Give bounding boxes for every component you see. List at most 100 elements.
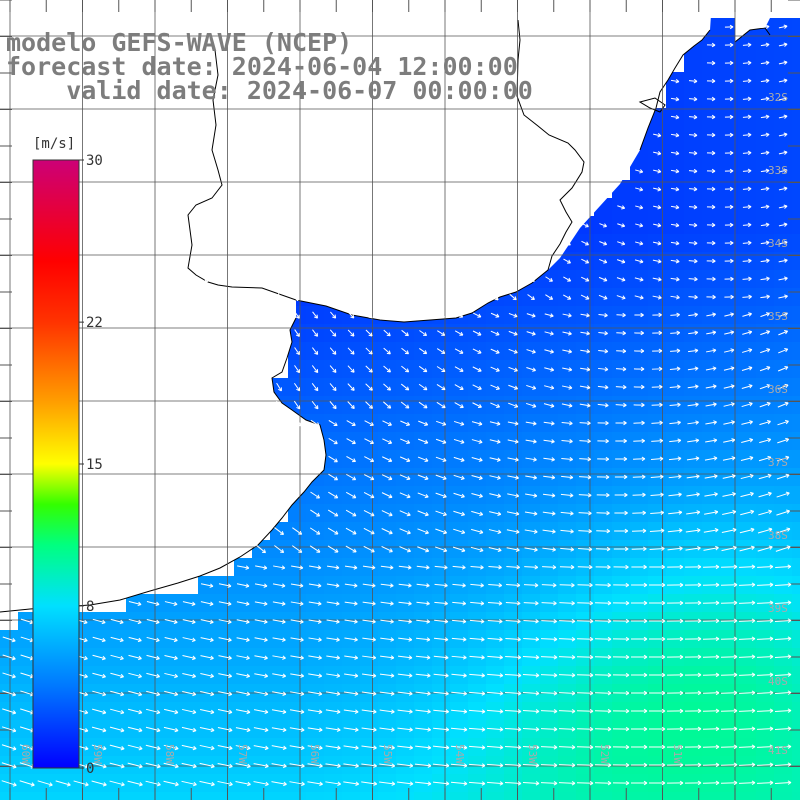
latitude-label: 36S [768, 383, 788, 396]
wind-cell [54, 792, 73, 800]
wind-cell [126, 792, 145, 800]
longitude-label: 52W [598, 744, 611, 764]
wind-cell [342, 792, 361, 800]
wind-cell [792, 558, 800, 577]
wind-cell [630, 792, 649, 800]
wind-cell [792, 234, 800, 253]
wind-cell [324, 792, 343, 800]
wind-cell [792, 522, 800, 541]
wind-cell [540, 792, 559, 800]
wind-cell [792, 108, 800, 127]
colorbar-tick-label: 30 [86, 153, 103, 169]
longitude-label: 53W [526, 744, 539, 764]
wind-cell [792, 144, 800, 163]
colorbar-tick-label: 8 [86, 599, 94, 615]
wind-cell [792, 792, 800, 800]
wind-cell [684, 792, 703, 800]
latitude-label: 40S [768, 675, 788, 688]
wind-cell [792, 666, 800, 685]
wind-cell [666, 792, 685, 800]
wind-cell [792, 630, 800, 649]
wind-cell [792, 594, 800, 613]
wind-cell [792, 126, 800, 145]
wind-cell [792, 468, 800, 487]
wind-cell [792, 432, 800, 451]
colorbar-tick-label: 15 [86, 457, 103, 473]
wind-cell [558, 792, 577, 800]
wind-cell [450, 792, 469, 800]
wind-cell [792, 774, 800, 793]
wind-cell [0, 792, 19, 800]
wind-cell [792, 720, 800, 739]
wind-cell [792, 90, 800, 109]
wind-cell [792, 756, 800, 775]
latitude-label: 37S [768, 456, 788, 469]
wind-cell [378, 792, 397, 800]
wind-cell [108, 792, 127, 800]
wind-cell [36, 792, 55, 800]
latitude-label: 39S [768, 602, 788, 615]
wind-cell [792, 306, 800, 325]
wind-cell [792, 36, 800, 55]
wind-cell [792, 576, 800, 595]
colorbar-unit: [m/s] [33, 136, 75, 152]
wind-cell [360, 792, 379, 800]
wind-cell [252, 792, 271, 800]
colorbar-tick-label: 22 [86, 315, 103, 331]
wind-cell [90, 792, 109, 800]
wind-cell [612, 792, 631, 800]
wind-cell [792, 738, 800, 757]
wind-cell [720, 792, 739, 800]
wind-cell [396, 792, 415, 800]
longitude-label: 60W [19, 744, 32, 764]
longitude-label: 58W [163, 744, 176, 764]
wind-cell [774, 792, 793, 800]
wind-cell [234, 792, 253, 800]
longitude-label: 51W [671, 744, 684, 764]
wind-cell [702, 792, 721, 800]
valid-date: valid date: 2024-06-07 00:00:00 [6, 78, 533, 102]
wind-cell [792, 342, 800, 361]
wind-cell [288, 792, 307, 800]
wind-cell [306, 792, 325, 800]
wind-cell [792, 360, 800, 379]
wind-cell [792, 504, 800, 523]
wind-cell [216, 792, 235, 800]
latitude-label: 33S [768, 164, 788, 177]
wind-cell [486, 792, 505, 800]
wind-cell [792, 540, 800, 559]
wind-cell [414, 792, 433, 800]
longitude-label: 56W [308, 744, 321, 764]
wind-cell [198, 792, 217, 800]
latitude-label: 32S [768, 91, 788, 104]
wind-cell [72, 792, 91, 800]
wind-cell [576, 792, 595, 800]
latitude-label: 41S [768, 744, 788, 757]
wind-cell [648, 792, 667, 800]
wind-cell [684, 54, 703, 73]
wind-cell [162, 792, 181, 800]
wind-cell [792, 450, 800, 469]
wind-cell [270, 792, 289, 800]
wind-cell [144, 792, 163, 800]
wind-cell [792, 198, 800, 217]
wind-cell [504, 792, 523, 800]
wind-cell [432, 792, 451, 800]
wind-cell [180, 792, 199, 800]
wind-cell [792, 270, 800, 289]
wind-cell [522, 792, 541, 800]
colorbar-scale [33, 160, 79, 768]
wind-cell [792, 18, 800, 37]
wind-cell [792, 162, 800, 181]
wind-cell [594, 792, 613, 800]
colorbar-tick-label: 0 [86, 761, 94, 777]
wind-cell [792, 72, 800, 91]
wind-cell [792, 378, 800, 397]
wind-cell [738, 792, 757, 800]
wind-cell [468, 792, 487, 800]
wind-cell [792, 702, 800, 721]
wind-cell [756, 792, 775, 800]
